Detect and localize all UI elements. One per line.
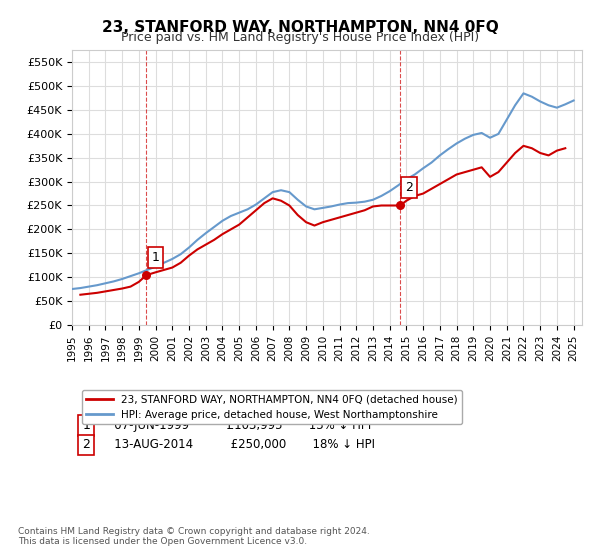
Point [395, 201, 405, 210]
Text: 13-AUG-2014          £250,000       18% ↓ HPI: 13-AUG-2014 £250,000 18% ↓ HPI [103, 438, 374, 451]
Text: 07-JUN-1999          £103,995       13% ↓ HPI: 07-JUN-1999 £103,995 13% ↓ HPI [103, 419, 371, 432]
Text: 1: 1 [151, 251, 159, 264]
Point [142, 270, 151, 279]
Text: 2: 2 [405, 181, 413, 194]
Text: 1: 1 [82, 419, 90, 432]
Text: Contains HM Land Registry data © Crown copyright and database right 2024.
This d: Contains HM Land Registry data © Crown c… [18, 526, 370, 546]
Text: Price paid vs. HM Land Registry's House Price Index (HPI): Price paid vs. HM Land Registry's House … [121, 31, 479, 44]
Text: 2: 2 [82, 438, 90, 451]
Text: 23, STANFORD WAY, NORTHAMPTON, NN4 0FQ: 23, STANFORD WAY, NORTHAMPTON, NN4 0FQ [101, 20, 499, 35]
Legend: 23, STANFORD WAY, NORTHAMPTON, NN4 0FQ (detached house), HPI: Average price, det: 23, STANFORD WAY, NORTHAMPTON, NN4 0FQ (… [82, 390, 461, 424]
